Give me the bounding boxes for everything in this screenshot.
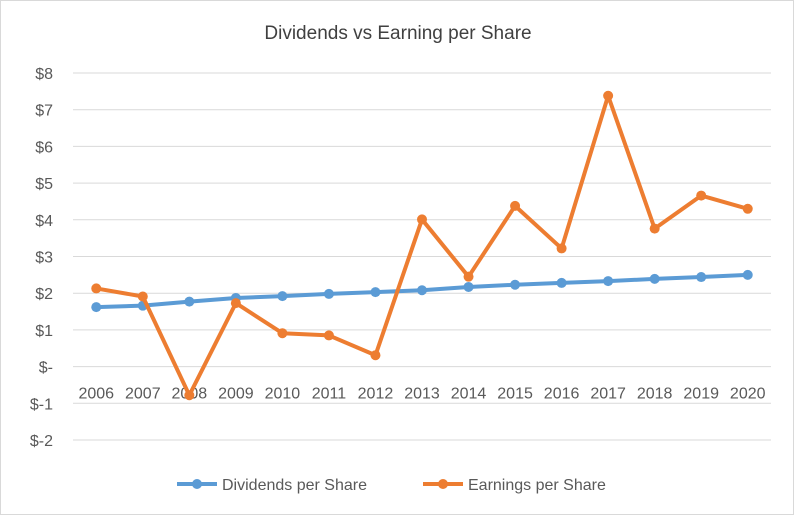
legend: Dividends per Share Earnings per Share (177, 477, 606, 494)
data-point (463, 271, 474, 282)
y-tick-label: $6 (35, 139, 53, 156)
series-1 (91, 269, 753, 313)
y-tick-label: $7 (35, 103, 53, 120)
y-tick-label: $3 (35, 250, 53, 267)
series-line (94, 93, 750, 398)
data-point (277, 328, 288, 339)
data-point (649, 273, 660, 284)
data-point (417, 214, 427, 225)
x-axis-tick-labels: 2006200720082009201020112012201320142015… (78, 386, 765, 403)
data-point (370, 350, 381, 361)
x-tick-label: 2011 (312, 386, 347, 403)
legend-label: Dividends per Share (222, 477, 367, 494)
data-point (230, 298, 241, 309)
series-group (91, 90, 753, 401)
data-point (184, 390, 195, 401)
y-tick-label: $4 (35, 213, 53, 230)
y-tick-label: $2 (35, 286, 53, 303)
legend-item: Dividends per Share (177, 477, 367, 494)
data-point (323, 288, 334, 299)
x-tick-label: 2012 (358, 386, 394, 403)
data-point (184, 296, 195, 307)
y-tick-label: $5 (35, 176, 53, 193)
legend-marker-icon (438, 479, 448, 489)
data-point (742, 269, 753, 280)
x-tick-label: 2014 (451, 386, 487, 403)
x-tick-label: 2019 (683, 386, 719, 403)
x-tick-label: 2009 (218, 386, 254, 403)
data-point (556, 277, 567, 288)
data-point (696, 272, 707, 283)
chart-title: Dividends vs Earning per Share (264, 23, 531, 44)
x-tick-label: 2010 (265, 386, 301, 403)
y-tick-label: $8 (35, 66, 53, 83)
legend-marker-icon (192, 479, 202, 489)
x-tick-label: 2006 (78, 386, 114, 403)
data-point (556, 243, 567, 254)
data-point (742, 203, 753, 214)
x-tick-label: 2015 (497, 386, 533, 403)
data-point (603, 276, 614, 287)
x-tick-label: 2018 (637, 386, 673, 403)
legend-label: Earnings per Share (468, 477, 606, 494)
x-tick-label: 2013 (404, 386, 440, 403)
x-tick-label: 2017 (590, 386, 626, 403)
y-tick-label: $1 (35, 323, 53, 340)
data-point (649, 223, 660, 234)
data-point (417, 285, 427, 296)
x-tick-label: 2016 (544, 386, 580, 403)
x-tick-label: 2020 (730, 386, 766, 403)
data-point (323, 330, 334, 341)
series-2 (91, 90, 753, 401)
data-point (603, 90, 614, 101)
data-point (510, 200, 521, 211)
data-point (463, 281, 474, 292)
legend-item: Earnings per Share (423, 477, 606, 494)
data-point (696, 190, 707, 201)
data-point (91, 283, 102, 294)
data-point (91, 302, 102, 313)
data-point (137, 291, 148, 302)
data-point (277, 291, 288, 302)
data-point (370, 287, 381, 298)
y-tick-label: $-1 (30, 396, 53, 413)
y-axis-tick-labels: $8 $7 $6 $5 $4 $3 $2 $1 $- $-1 $-2 (30, 66, 53, 450)
data-point (510, 279, 521, 290)
x-tick-label: 2007 (125, 386, 161, 403)
y-tick-label: $- (39, 360, 53, 377)
y-tick-label: $-2 (30, 433, 53, 450)
